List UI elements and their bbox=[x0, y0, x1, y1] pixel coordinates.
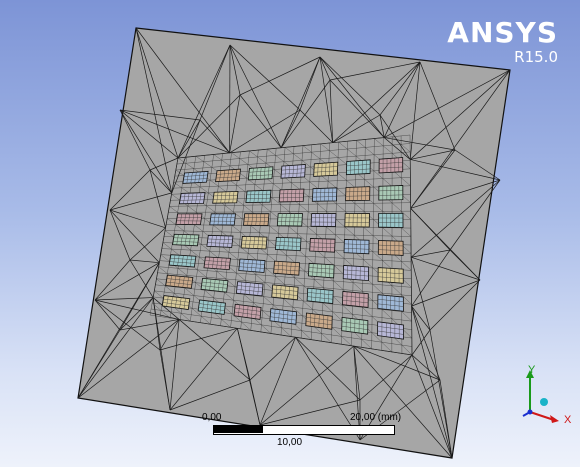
scale-start-label: 0,00 bbox=[202, 412, 221, 423]
component-block[interactable] bbox=[279, 189, 304, 202]
product-version: R15.0 bbox=[447, 48, 558, 66]
ansys-logo: ANSYS R15.0 bbox=[447, 18, 558, 66]
component-block[interactable] bbox=[169, 255, 196, 267]
component-block[interactable] bbox=[314, 162, 338, 176]
component-block[interactable] bbox=[281, 164, 305, 178]
component-block[interactable] bbox=[378, 268, 403, 284]
component-block[interactable] bbox=[277, 214, 302, 226]
component-block[interactable] bbox=[379, 213, 403, 227]
component-block[interactable] bbox=[248, 167, 273, 180]
component-block[interactable] bbox=[216, 169, 241, 182]
component-block[interactable] bbox=[204, 257, 231, 270]
triad-y-label: Y bbox=[528, 364, 535, 376]
component-block[interactable] bbox=[345, 213, 370, 227]
component-block[interactable] bbox=[244, 214, 269, 226]
scale-end-label: 20,00 (mm) bbox=[350, 412, 401, 423]
scale-bar-dark-segment bbox=[213, 425, 263, 433]
component-block[interactable] bbox=[239, 259, 265, 272]
component-block[interactable] bbox=[166, 275, 193, 288]
component-block[interactable] bbox=[213, 191, 238, 203]
component-block[interactable] bbox=[311, 213, 336, 226]
component-block[interactable] bbox=[272, 285, 298, 300]
triad-icon bbox=[512, 362, 572, 432]
component-block[interactable] bbox=[378, 295, 404, 312]
component-block[interactable] bbox=[312, 188, 337, 201]
component-block[interactable] bbox=[201, 278, 228, 292]
component-block[interactable] bbox=[176, 214, 202, 225]
component-block[interactable] bbox=[310, 238, 335, 252]
component-block[interactable] bbox=[342, 291, 368, 307]
component-block[interactable] bbox=[346, 187, 370, 201]
component-block[interactable] bbox=[379, 158, 403, 173]
axis-triad[interactable]: Y X bbox=[512, 362, 572, 437]
component-block[interactable] bbox=[307, 288, 333, 303]
component-block[interactable] bbox=[308, 263, 334, 278]
component-block[interactable] bbox=[246, 190, 271, 202]
component-block[interactable] bbox=[346, 160, 370, 175]
component-block[interactable] bbox=[183, 171, 208, 183]
component-block[interactable] bbox=[179, 193, 205, 204]
triad-x-label: X bbox=[564, 414, 571, 426]
scale-mid-label: 10,00 bbox=[277, 437, 302, 448]
component-block[interactable] bbox=[236, 282, 263, 296]
component-block[interactable] bbox=[207, 235, 233, 247]
component-block[interactable] bbox=[344, 239, 369, 253]
component-block[interactable] bbox=[275, 237, 301, 250]
component-block[interactable] bbox=[241, 236, 267, 249]
product-name: ANSYS bbox=[447, 18, 558, 48]
component-block[interactable] bbox=[274, 261, 300, 275]
component-block[interactable] bbox=[343, 265, 368, 280]
component-block[interactable] bbox=[173, 234, 199, 246]
component-block[interactable] bbox=[379, 185, 403, 200]
component-block[interactable] bbox=[210, 214, 236, 225]
component-block[interactable] bbox=[378, 240, 403, 255]
